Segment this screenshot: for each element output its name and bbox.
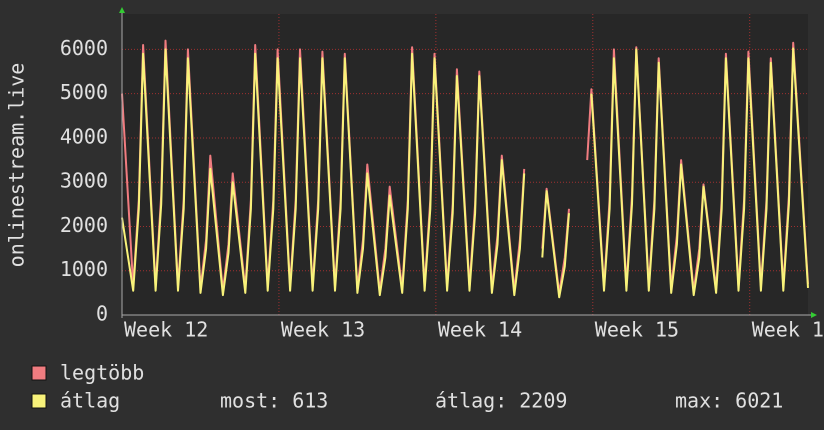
y-tick-label: 3000 bbox=[60, 169, 108, 193]
series-line bbox=[121, 48, 526, 297]
x-tick-label: Week 15 bbox=[595, 318, 679, 342]
y-tick-label: 6000 bbox=[60, 36, 108, 60]
series-line bbox=[121, 39, 526, 292]
y-tick-label: 2000 bbox=[60, 213, 108, 237]
plot-area bbox=[122, 14, 808, 315]
x-axis-arrow bbox=[811, 312, 817, 318]
y-axis-arrow bbox=[119, 7, 125, 13]
stat-value: 613 bbox=[292, 389, 328, 413]
y-tick-label: 5000 bbox=[60, 80, 108, 104]
legend-swatch bbox=[31, 393, 47, 409]
series-line bbox=[590, 47, 809, 297]
x-tick-label: Week 14 bbox=[438, 318, 522, 342]
series-line bbox=[541, 190, 570, 299]
y-tick-label: 1000 bbox=[60, 257, 108, 281]
stat-label: átlag: bbox=[435, 389, 507, 413]
x-tick-label: Week 12 bbox=[124, 318, 208, 342]
stat-value: 6021 bbox=[735, 389, 783, 413]
x-tick-label: Week 16 bbox=[752, 318, 824, 342]
legend-swatch bbox=[31, 365, 47, 381]
y-tick-label: 4000 bbox=[60, 124, 108, 148]
x-tick-label: Week 13 bbox=[281, 318, 365, 342]
stat-label: most: bbox=[220, 389, 280, 413]
y-tick-label: 0 bbox=[96, 302, 108, 326]
legend-label: átlag bbox=[60, 389, 120, 413]
stat-label: max: bbox=[675, 389, 723, 413]
y-axis-label: onlinestream.live bbox=[5, 63, 29, 268]
legend-label: legtöbb bbox=[60, 361, 144, 385]
stat-value: 2209 bbox=[519, 389, 567, 413]
